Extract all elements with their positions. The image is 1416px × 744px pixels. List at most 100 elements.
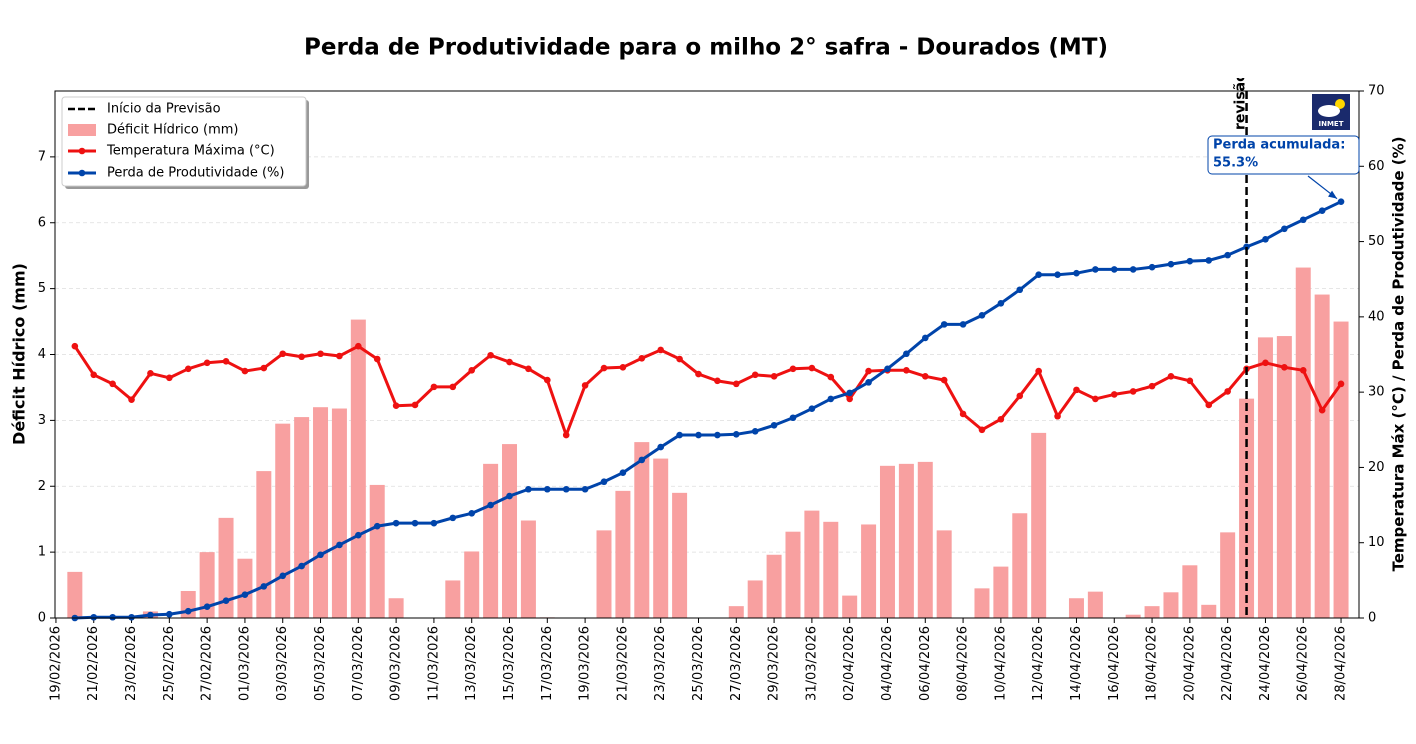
deficit-bar — [218, 517, 234, 618]
series-marker — [317, 551, 324, 559]
series-marker — [1016, 286, 1024, 294]
y2-tick-label: 50 — [1368, 234, 1385, 249]
y2-tick-label: 20 — [1368, 460, 1385, 475]
series-marker — [449, 514, 457, 522]
deficit-bar — [1012, 513, 1028, 618]
x-tick-label: 27/03/2026 — [729, 626, 744, 701]
deficit-bar — [898, 463, 914, 618]
series-marker — [846, 395, 853, 403]
y2-tick-label: 0 — [1368, 611, 1376, 626]
y-tick-label: 5 — [38, 281, 46, 296]
series-marker — [997, 300, 1005, 307]
deficit-bar — [747, 580, 763, 618]
deficit-bar — [634, 442, 650, 618]
series-marker — [940, 321, 948, 328]
deficit-bar — [1068, 598, 1084, 618]
y-tick-label: 7 — [38, 149, 46, 164]
series-marker — [1092, 266, 1099, 273]
series-marker — [90, 371, 98, 379]
x-tick-label: 25/02/2026 — [162, 626, 177, 701]
series-marker — [336, 352, 343, 360]
x-tick-label: 03/03/2026 — [275, 626, 290, 701]
series-marker — [222, 597, 230, 604]
series-marker — [468, 510, 476, 517]
deficit-bar — [350, 319, 366, 618]
legend: Início da Previsão Déficit Hídrico (mm) Te… — [61, 96, 309, 189]
series-marker — [1243, 243, 1250, 251]
deficit-bar — [1239, 398, 1255, 618]
series-marker — [865, 367, 872, 375]
x-tick-label: 13/03/2026 — [464, 626, 479, 701]
x-tick-label: 02/04/2026 — [842, 626, 857, 701]
series-marker — [1337, 380, 1345, 388]
series-marker — [128, 396, 135, 403]
series-marker — [184, 607, 192, 615]
series-marker — [1110, 391, 1118, 398]
series-marker — [411, 519, 419, 527]
x-tick-label: 08/04/2026 — [956, 626, 971, 701]
deficit-bar — [1125, 614, 1141, 618]
x-tick-label: 29/03/2026 — [767, 626, 782, 701]
x-tick-label: 25/03/2026 — [691, 626, 706, 701]
y-tick-label: 0 — [38, 611, 46, 626]
series-marker — [676, 355, 683, 363]
series-marker — [1337, 198, 1345, 205]
x-tick-label: 12/04/2026 — [1031, 626, 1046, 701]
deficit-bar — [823, 521, 839, 618]
series-marker — [1224, 251, 1231, 259]
deficit-bar — [993, 566, 1009, 618]
series-marker — [1262, 359, 1269, 367]
series-marker — [430, 519, 438, 527]
forecast-label: revisão — [1233, 72, 1249, 130]
x-tick-label: 11/03/2026 — [426, 626, 441, 701]
series-marker — [1205, 257, 1213, 264]
y-tick-label: 1 — [38, 545, 46, 560]
series-marker — [732, 431, 740, 438]
series-marker — [789, 365, 797, 373]
series-marker — [903, 350, 910, 358]
y-tick-label: 6 — [38, 215, 46, 230]
series-marker — [222, 357, 230, 365]
series-marker — [1035, 271, 1042, 278]
series-marker — [959, 321, 967, 328]
y-tick-label: 2 — [38, 479, 46, 494]
deficit-bar — [520, 520, 536, 618]
series-marker — [1299, 367, 1307, 374]
series-marker — [241, 591, 249, 598]
series-marker — [1186, 257, 1194, 265]
series-marker — [638, 456, 646, 464]
series-marker — [695, 370, 702, 378]
plot-frame — [54, 90, 1360, 619]
series-marker — [1054, 271, 1061, 278]
series-marker — [657, 346, 664, 354]
series-marker — [808, 364, 816, 372]
x-tick-label: 20/04/2026 — [1182, 626, 1197, 701]
deficit-bar — [842, 595, 858, 618]
forecast-label-group: revisão — [1233, 72, 1249, 130]
series-marker — [940, 376, 948, 384]
series-marker — [751, 371, 759, 379]
series-marker — [959, 410, 967, 418]
x-tick-label: 06/04/2026 — [918, 626, 933, 701]
series-marker — [1016, 392, 1024, 400]
x-tick-label: 22/04/2026 — [1220, 626, 1235, 701]
deficit-bar — [1144, 606, 1160, 618]
series-marker — [317, 350, 324, 358]
series-marker — [600, 478, 608, 486]
series-marker — [657, 443, 664, 451]
deficit-bar — [1314, 294, 1330, 618]
y2-axis-label: Temperatura Máx (°C) / Perda de Produtiv… — [1390, 136, 1408, 571]
deficit-bar — [936, 530, 952, 618]
deficit-bar — [728, 606, 744, 618]
x-tick-label: 23/02/2026 — [124, 626, 139, 701]
series-marker — [1299, 216, 1307, 224]
deficit-bar — [917, 461, 933, 618]
x-tick-label: 15/03/2026 — [502, 626, 517, 701]
x-tick-label: 19/02/2026 — [48, 626, 63, 701]
deficit-bar — [199, 552, 215, 618]
series-marker — [600, 364, 608, 372]
series-marker — [468, 367, 476, 374]
legend-label: Perda de Produtividade (%) — [107, 166, 284, 181]
deficit-bar — [1182, 565, 1198, 618]
